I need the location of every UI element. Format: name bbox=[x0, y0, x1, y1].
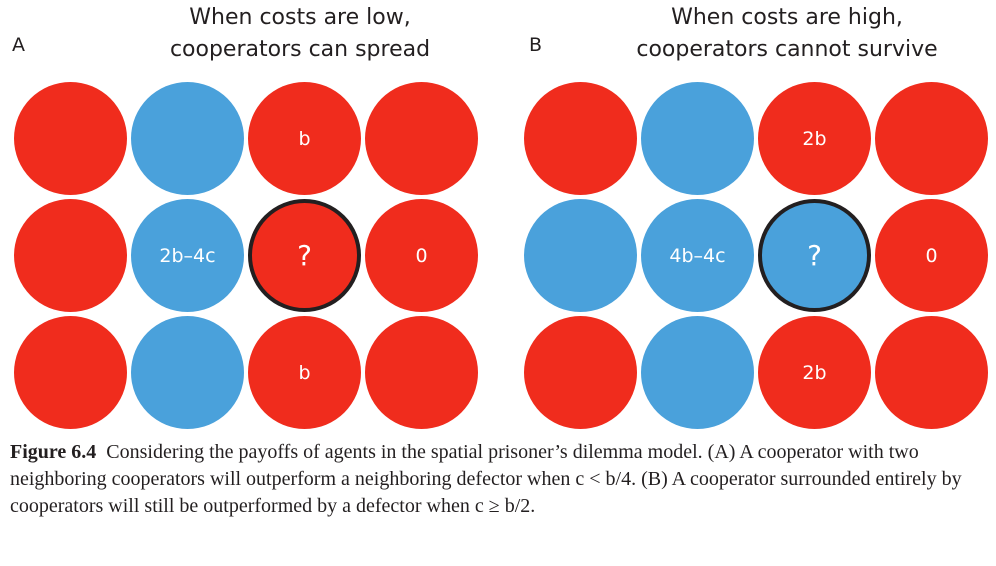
defector-agent-r2-c0 bbox=[524, 316, 637, 429]
payoff-label: 0 bbox=[925, 244, 938, 267]
cooperator-agent-r1-c0 bbox=[524, 199, 637, 312]
figure-caption: Figure 6.4 Considering the payoffs of ag… bbox=[10, 439, 980, 520]
panel-b-letter: B bbox=[529, 34, 543, 56]
payoff-label: b bbox=[298, 127, 311, 150]
cooperator-agent-r0-c1 bbox=[131, 82, 244, 195]
defector-agent-r2-c3 bbox=[365, 316, 478, 429]
defector-agent-r0-c0 bbox=[524, 82, 637, 195]
cooperator-agent-r2-c1 bbox=[641, 316, 754, 429]
defector-agent-r0-c0 bbox=[14, 82, 127, 195]
payoff-label: 0 bbox=[415, 244, 428, 267]
defector-agent-r2-c2: b bbox=[248, 316, 361, 429]
defector-agent-r1-c3: 0 bbox=[875, 199, 988, 312]
focal-cooperator-agent-r1-c2: ? bbox=[758, 199, 871, 312]
panel-b-title: When costs are high, cooperators cannot … bbox=[577, 2, 996, 66]
panel-a-letter: A bbox=[12, 34, 25, 56]
payoff-label: 4b–4c bbox=[669, 244, 726, 267]
payoff-label: 2b bbox=[802, 127, 827, 150]
figure-label: Figure 6.4 bbox=[10, 441, 97, 463]
payoff-label: ? bbox=[297, 239, 312, 272]
payoff-label: ? bbox=[807, 239, 822, 272]
panel-b-title-line1: When costs are high, bbox=[671, 5, 903, 30]
figure-caption-text: Considering the payoffs of agents in the… bbox=[10, 441, 962, 517]
defector-agent-r2-c2: 2b bbox=[758, 316, 871, 429]
defector-agent-r0-c3 bbox=[365, 82, 478, 195]
defector-agent-r0-c2: b bbox=[248, 82, 361, 195]
cooperator-agent-r1-c1: 2b–4c bbox=[131, 199, 244, 312]
focal-defector-agent-r1-c2: ? bbox=[248, 199, 361, 312]
panel-b-title-line2: cooperators cannot survive bbox=[636, 37, 938, 62]
cooperator-agent-r0-c1 bbox=[641, 82, 754, 195]
defector-agent-r2-c0 bbox=[14, 316, 127, 429]
cooperator-agent-r2-c1 bbox=[131, 316, 244, 429]
panel-a-title-line1: When costs are low, bbox=[189, 5, 411, 30]
payoff-label: 2b bbox=[802, 361, 827, 384]
panel-a-title: When costs are low, cooperators can spre… bbox=[90, 2, 510, 66]
defector-agent-r1-c0 bbox=[14, 199, 127, 312]
defector-agent-r1-c3: 0 bbox=[365, 199, 478, 312]
cooperator-agent-r1-c1: 4b–4c bbox=[641, 199, 754, 312]
panel-a-title-line2: cooperators can spread bbox=[169, 37, 431, 62]
defector-agent-r2-c3 bbox=[875, 316, 988, 429]
payoff-label: b bbox=[298, 361, 311, 384]
payoff-label: 2b–4c bbox=[159, 244, 216, 267]
defector-agent-r0-c3 bbox=[875, 82, 988, 195]
defector-agent-r0-c2: 2b bbox=[758, 82, 871, 195]
